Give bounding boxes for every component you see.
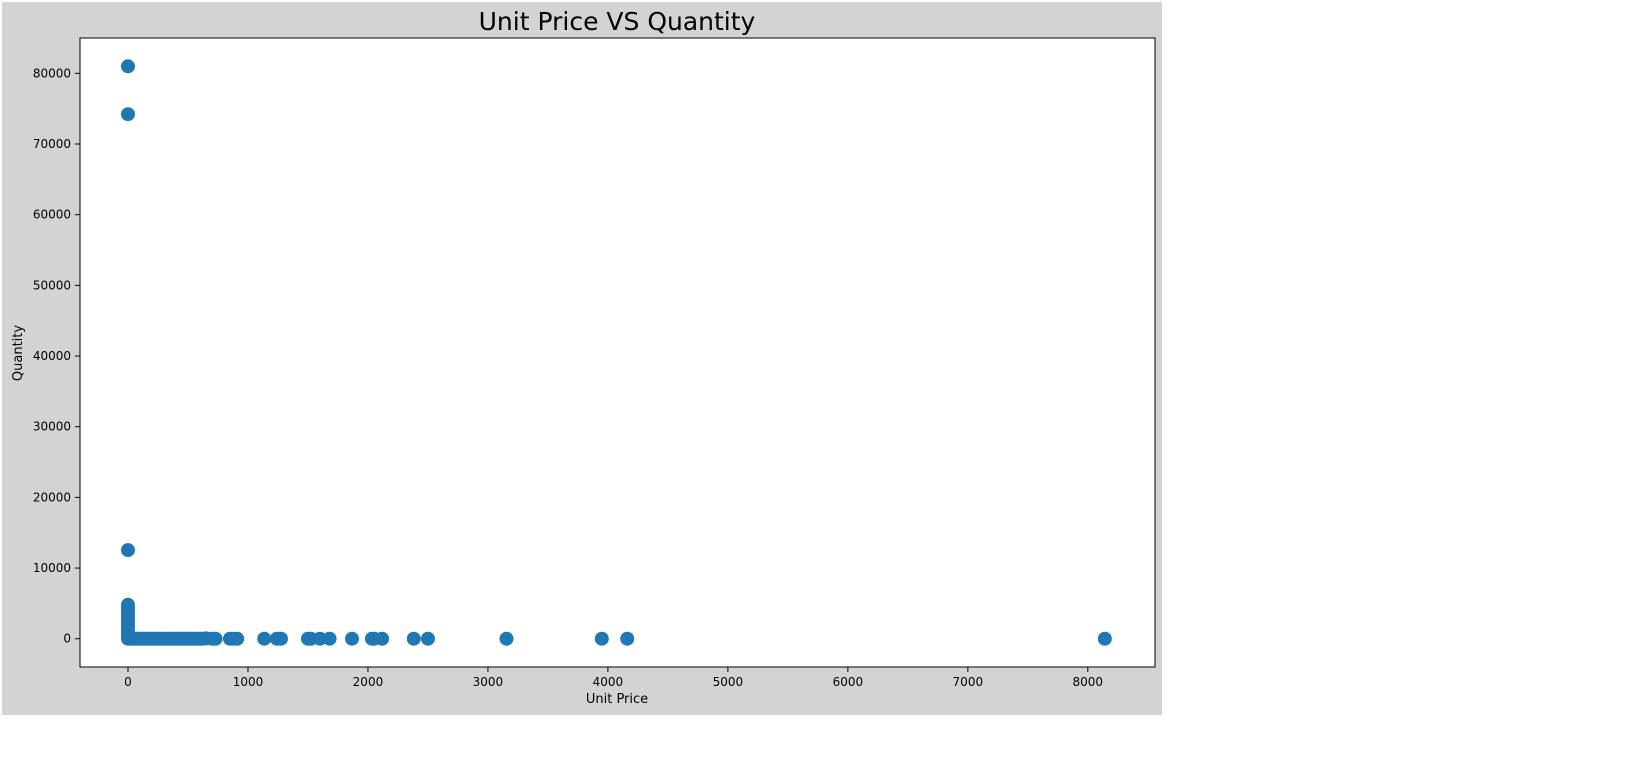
- plot-area: [79, 37, 1156, 668]
- y-tick-label: 40000: [33, 349, 71, 363]
- data-point: [620, 631, 635, 646]
- y-tick-label: 20000: [33, 490, 71, 504]
- data-point: [420, 631, 435, 646]
- x-tick-label: 4000: [593, 675, 624, 689]
- data-point: [344, 631, 359, 646]
- data-point: [499, 631, 514, 646]
- data-point: [322, 631, 337, 646]
- y-tick-label: 70000: [33, 137, 71, 151]
- data-point: [120, 543, 135, 558]
- x-tick-label: 0: [124, 675, 132, 689]
- data-point: [120, 59, 135, 74]
- y-tick-label: 0: [63, 632, 71, 646]
- x-tick-label: 6000: [833, 675, 864, 689]
- x-tick-label: 3000: [473, 675, 504, 689]
- data-points: [120, 59, 1112, 646]
- y-axis-ticks: 0 10000 20000 30000 40000 50000 60000 70000 8000…: [33, 66, 80, 646]
- x-tick-label: 7000: [953, 675, 984, 689]
- data-point: [120, 107, 135, 122]
- data-point: [257, 631, 272, 646]
- data-point: [375, 631, 390, 646]
- y-tick-label: 60000: [33, 208, 71, 222]
- x-tick-label: 1000: [233, 675, 264, 689]
- data-point: [273, 631, 288, 646]
- chart-title: Unit Price VS Quantity: [479, 7, 756, 36]
- y-tick-label: 10000: [33, 561, 71, 575]
- x-tick-label: 2000: [353, 675, 384, 689]
- x-axis-label: Unit Price: [586, 692, 648, 707]
- data-point: [208, 631, 223, 646]
- data-point: [594, 631, 609, 646]
- x-tick-label: 8000: [1073, 675, 1104, 689]
- data-point: [1097, 631, 1112, 646]
- x-tick-label: 5000: [713, 675, 744, 689]
- x-axis-ticks: 0 1000 2000 3000 4000 5000 6000 7000 8000: [124, 667, 1103, 689]
- y-axis-label: Quantity: [11, 325, 26, 381]
- y-tick-label: 80000: [33, 66, 71, 80]
- data-point: [230, 631, 245, 646]
- data-point: [312, 631, 327, 646]
- y-tick-label: 30000: [33, 420, 71, 434]
- y-tick-label: 50000: [33, 278, 71, 292]
- data-point: [406, 631, 421, 646]
